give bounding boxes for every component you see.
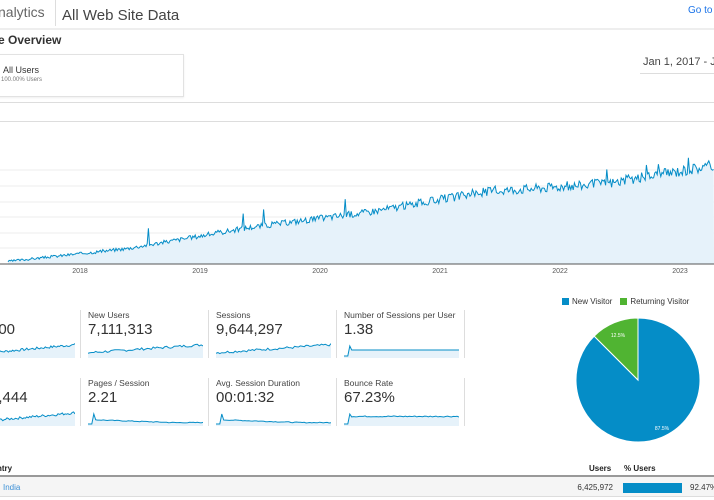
metric-sparkline — [216, 343, 331, 358]
legend-label: New Visitor — [572, 297, 613, 306]
metric-divider — [464, 378, 465, 426]
metric-label: Bounce Rate — [344, 378, 394, 388]
metric-divider — [208, 310, 209, 358]
country-link[interactable]: India — [3, 483, 21, 492]
metric-value: 7,111,313 — [88, 321, 153, 338]
table-header-line — [0, 475, 714, 477]
metric-number-of-sessions-per-user[interactable]: Number of Sessions per User 1.38 — [344, 310, 469, 370]
chart-area-fill — [8, 157, 714, 264]
metric-pages-session[interactable]: Pages / Session 2.21 — [88, 378, 213, 438]
visitor-pie-chart: 87.5% 12.5% — [575, 317, 701, 443]
metric-sparkline — [344, 344, 459, 358]
metric-label: Avg. Session Duration — [216, 378, 300, 388]
pie-label-returning: 12.5% — [611, 333, 626, 339]
x-tick-label: 2023 — [672, 268, 688, 275]
pie-label-new: 87.5% — [655, 426, 670, 432]
x-tick-label: 2018 — [72, 268, 88, 275]
x-tick-label: 2022 — [552, 268, 568, 275]
metric-label: Sessions — [216, 310, 251, 320]
metric-divider — [336, 378, 337, 426]
metric-sessions[interactable]: Sessions 9,644,297 — [216, 310, 341, 370]
legend-returning-visitor[interactable]: Returning Visitor — [620, 297, 689, 306]
go-to-link[interactable]: Go to — [688, 5, 713, 16]
metric-divider — [464, 310, 465, 358]
metric-label: New Users — [88, 310, 130, 320]
segment-percent: 100.00% Users — [1, 77, 43, 83]
legend-new-visitor[interactable]: New Visitor — [562, 297, 612, 306]
metric-value: 00:01:32 — [216, 389, 275, 406]
metric-value: 67.23% — [344, 389, 395, 406]
metric-card-4[interactable]: 5,444 — [0, 378, 115, 438]
analytics-logo-text: nalytics — [0, 4, 45, 20]
col-users[interactable]: Users — [589, 464, 612, 473]
metric-sparkline — [344, 412, 459, 426]
pie-slice-returning-visitor — [593, 317, 639, 382]
pct-users-bar — [623, 483, 683, 493]
header-divider — [55, 0, 56, 26]
date-range-picker[interactable]: Jan 1, 2017 - J — [640, 54, 714, 74]
metric-divider — [80, 378, 81, 426]
metric-sparkline — [0, 411, 75, 426]
chart-line — [7, 157, 714, 263]
x-tick-label: 2020 — [312, 268, 328, 275]
metric-label: Pages / Session — [88, 378, 150, 388]
segment-name: All Users — [3, 65, 40, 75]
returning-visitor-swatch — [620, 298, 628, 305]
users-value: 6,425,972 — [577, 483, 613, 492]
metric-label: Number of Sessions per User — [344, 310, 456, 320]
metric-value: 700 — [0, 321, 16, 338]
metric-sparkline — [88, 343, 203, 358]
metric-value: 9,644,297 — [216, 321, 283, 338]
page-title: e Overview — [0, 33, 62, 47]
x-tick-label: 2021 — [432, 268, 448, 275]
metric-sparkline — [216, 413, 331, 426]
legend-label: Returning Visitor — [630, 297, 690, 306]
metric-value: 1.38 — [344, 321, 374, 338]
col-country[interactable]: ntry — [0, 464, 13, 473]
x-tick-label: 2019 — [192, 268, 208, 275]
metric-divider — [336, 310, 337, 358]
new-visitor-swatch — [562, 298, 569, 305]
pct-users-value: 92.47% — [690, 483, 714, 492]
chart-options-bar[interactable] — [0, 102, 714, 122]
metric-value: 5,444 — [0, 389, 28, 406]
overview-chart: 2018 2019 2020 2021 2022 2023 — [0, 157, 714, 275]
metric-sparkline — [0, 343, 75, 358]
metric-avg-session-duration[interactable]: Avg. Session Duration 00:01:32 — [216, 378, 341, 438]
metric-divider — [80, 310, 81, 358]
metric-card-0[interactable]: 700 — [0, 310, 115, 370]
metric-bounce-rate[interactable]: Bounce Rate 67.23% — [344, 378, 469, 438]
pie-legend: New Visitor Returning Visitor — [562, 297, 689, 306]
segment-all-users[interactable]: All Users 100.00% Users — [0, 54, 184, 97]
col-pct-users[interactable]: % Users — [624, 464, 656, 473]
metric-value: 2.21 — [88, 389, 118, 406]
property-selector[interactable]: All Web Site Data — [62, 7, 180, 24]
table-row: India 6,425,972 92.47% — [0, 477, 714, 497]
header-divider-line — [0, 28, 714, 30]
metric-new-users[interactable]: New Users 7,111,313 — [88, 310, 213, 370]
metric-divider — [208, 378, 209, 426]
metric-sparkline — [88, 412, 203, 426]
